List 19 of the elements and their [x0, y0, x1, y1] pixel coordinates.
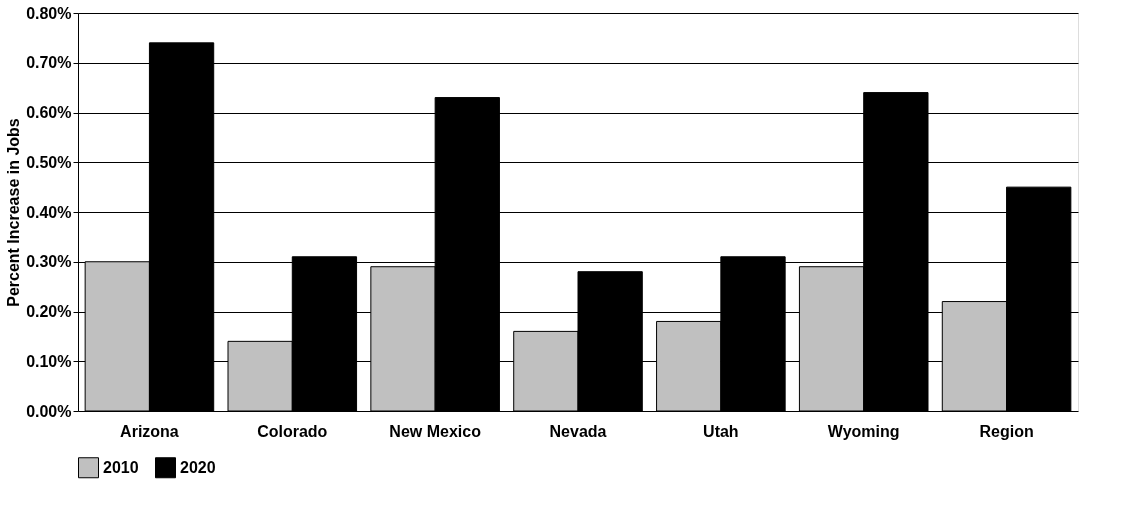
legend-label: 2010 — [103, 458, 139, 476]
y-tick-label: 0.80% — [26, 4, 72, 22]
x-tick-label: Wyoming — [827, 422, 900, 440]
x-tick-label: New Mexico — [389, 422, 482, 440]
y-tick-label: 0.70% — [26, 54, 72, 72]
y-tick-label: 0.50% — [26, 153, 72, 171]
y-tick-label: 0.20% — [26, 303, 72, 320]
x-tick-label: Arizona — [120, 422, 179, 440]
y-tick-label: 0.60% — [26, 104, 72, 121]
x-tick-label: Nevada — [549, 422, 607, 440]
y-axis-title: Percent Increase in Jobs — [5, 118, 23, 307]
y-tick-label: 0.00% — [26, 402, 72, 420]
x-tick-label: Region — [979, 422, 1034, 440]
y-tick-label: 0.10% — [26, 352, 72, 370]
legend-label: 2020 — [180, 458, 216, 476]
x-tick-label: Utah — [703, 422, 739, 440]
y-tick-label: 0.40% — [26, 203, 72, 221]
y-tick-label: 0.30% — [26, 253, 72, 271]
x-tick-label: Colorado — [257, 422, 328, 440]
